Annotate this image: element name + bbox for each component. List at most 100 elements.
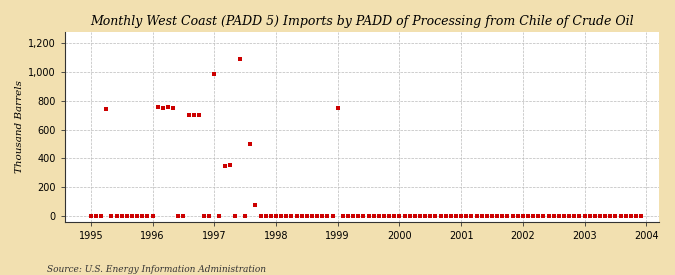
Text: Source: U.S. Energy Information Administration: Source: U.S. Energy Information Administ… (47, 265, 266, 274)
Point (574, 214, 585, 218)
Point (96, 214, 107, 218)
Point (507, 214, 518, 218)
Point (410, 214, 421, 218)
Point (214, 214, 225, 218)
Point (271, 214, 281, 218)
Point (275, 214, 286, 218)
Point (558, 214, 569, 218)
Point (183, 113, 194, 117)
Point (86, 214, 97, 218)
Point (230, 214, 240, 218)
Point (383, 214, 394, 218)
Point (363, 214, 374, 218)
Point (348, 214, 358, 218)
Point (466, 214, 477, 218)
Point (533, 214, 543, 218)
Point (538, 214, 549, 218)
Point (157, 106, 168, 110)
Point (440, 214, 451, 218)
Point (219, 163, 230, 168)
Point (240, 214, 250, 218)
Point (497, 214, 508, 218)
Point (394, 214, 405, 218)
Point (564, 214, 574, 218)
Point (579, 214, 590, 218)
Point (332, 106, 343, 110)
Point (471, 214, 482, 218)
Point (250, 203, 261, 207)
Point (306, 214, 317, 218)
Point (595, 214, 605, 218)
Point (461, 214, 472, 218)
Point (235, 56, 246, 61)
Point (481, 214, 492, 218)
Point (137, 214, 148, 218)
Point (353, 214, 364, 218)
Point (379, 214, 389, 218)
Point (163, 104, 173, 109)
Point (111, 214, 122, 218)
Point (90, 214, 101, 218)
Point (122, 214, 132, 218)
Point (224, 163, 235, 167)
Point (491, 214, 502, 218)
Point (373, 214, 384, 218)
Point (173, 214, 184, 218)
Point (261, 214, 271, 218)
Point (620, 214, 631, 218)
Point (194, 113, 205, 117)
Point (317, 214, 327, 218)
Point (245, 142, 256, 146)
Point (322, 214, 333, 218)
Point (142, 214, 153, 218)
Point (456, 214, 466, 218)
Point (446, 214, 456, 218)
Point (178, 214, 189, 218)
Point (153, 104, 163, 109)
Point (167, 106, 178, 110)
Point (636, 214, 647, 218)
Point (312, 214, 323, 218)
Point (548, 214, 559, 218)
Point (626, 214, 637, 218)
Point (414, 214, 425, 218)
Title: Monthly West Coast (PADD 5) Imports by PADD of Processing from Chile of Crude Oi: Monthly West Coast (PADD 5) Imports by P… (90, 15, 634, 28)
Point (589, 214, 600, 218)
Point (101, 107, 111, 111)
Point (554, 214, 564, 218)
Point (286, 214, 297, 218)
Point (512, 214, 523, 218)
Point (404, 214, 415, 218)
Point (528, 214, 539, 218)
Point (450, 214, 461, 218)
Point (399, 214, 410, 218)
Point (369, 214, 379, 218)
Point (209, 72, 219, 76)
Point (389, 214, 400, 218)
Point (543, 214, 554, 218)
Point (599, 214, 610, 218)
Point (291, 214, 302, 218)
Y-axis label: Thousand Barrels: Thousand Barrels (15, 80, 24, 173)
Point (430, 214, 441, 218)
Point (147, 214, 158, 218)
Point (132, 214, 142, 218)
Point (605, 214, 616, 218)
Point (358, 214, 369, 218)
Point (204, 214, 215, 218)
Point (610, 214, 621, 218)
Point (487, 214, 497, 218)
Point (127, 214, 138, 218)
Point (198, 214, 209, 218)
Point (296, 214, 307, 218)
Point (518, 214, 529, 218)
Point (615, 214, 626, 218)
Point (630, 214, 641, 218)
Point (338, 214, 348, 218)
Point (116, 214, 127, 218)
Point (106, 214, 117, 218)
Point (343, 214, 354, 218)
Point (585, 214, 595, 218)
Point (522, 214, 533, 218)
Point (435, 214, 446, 218)
